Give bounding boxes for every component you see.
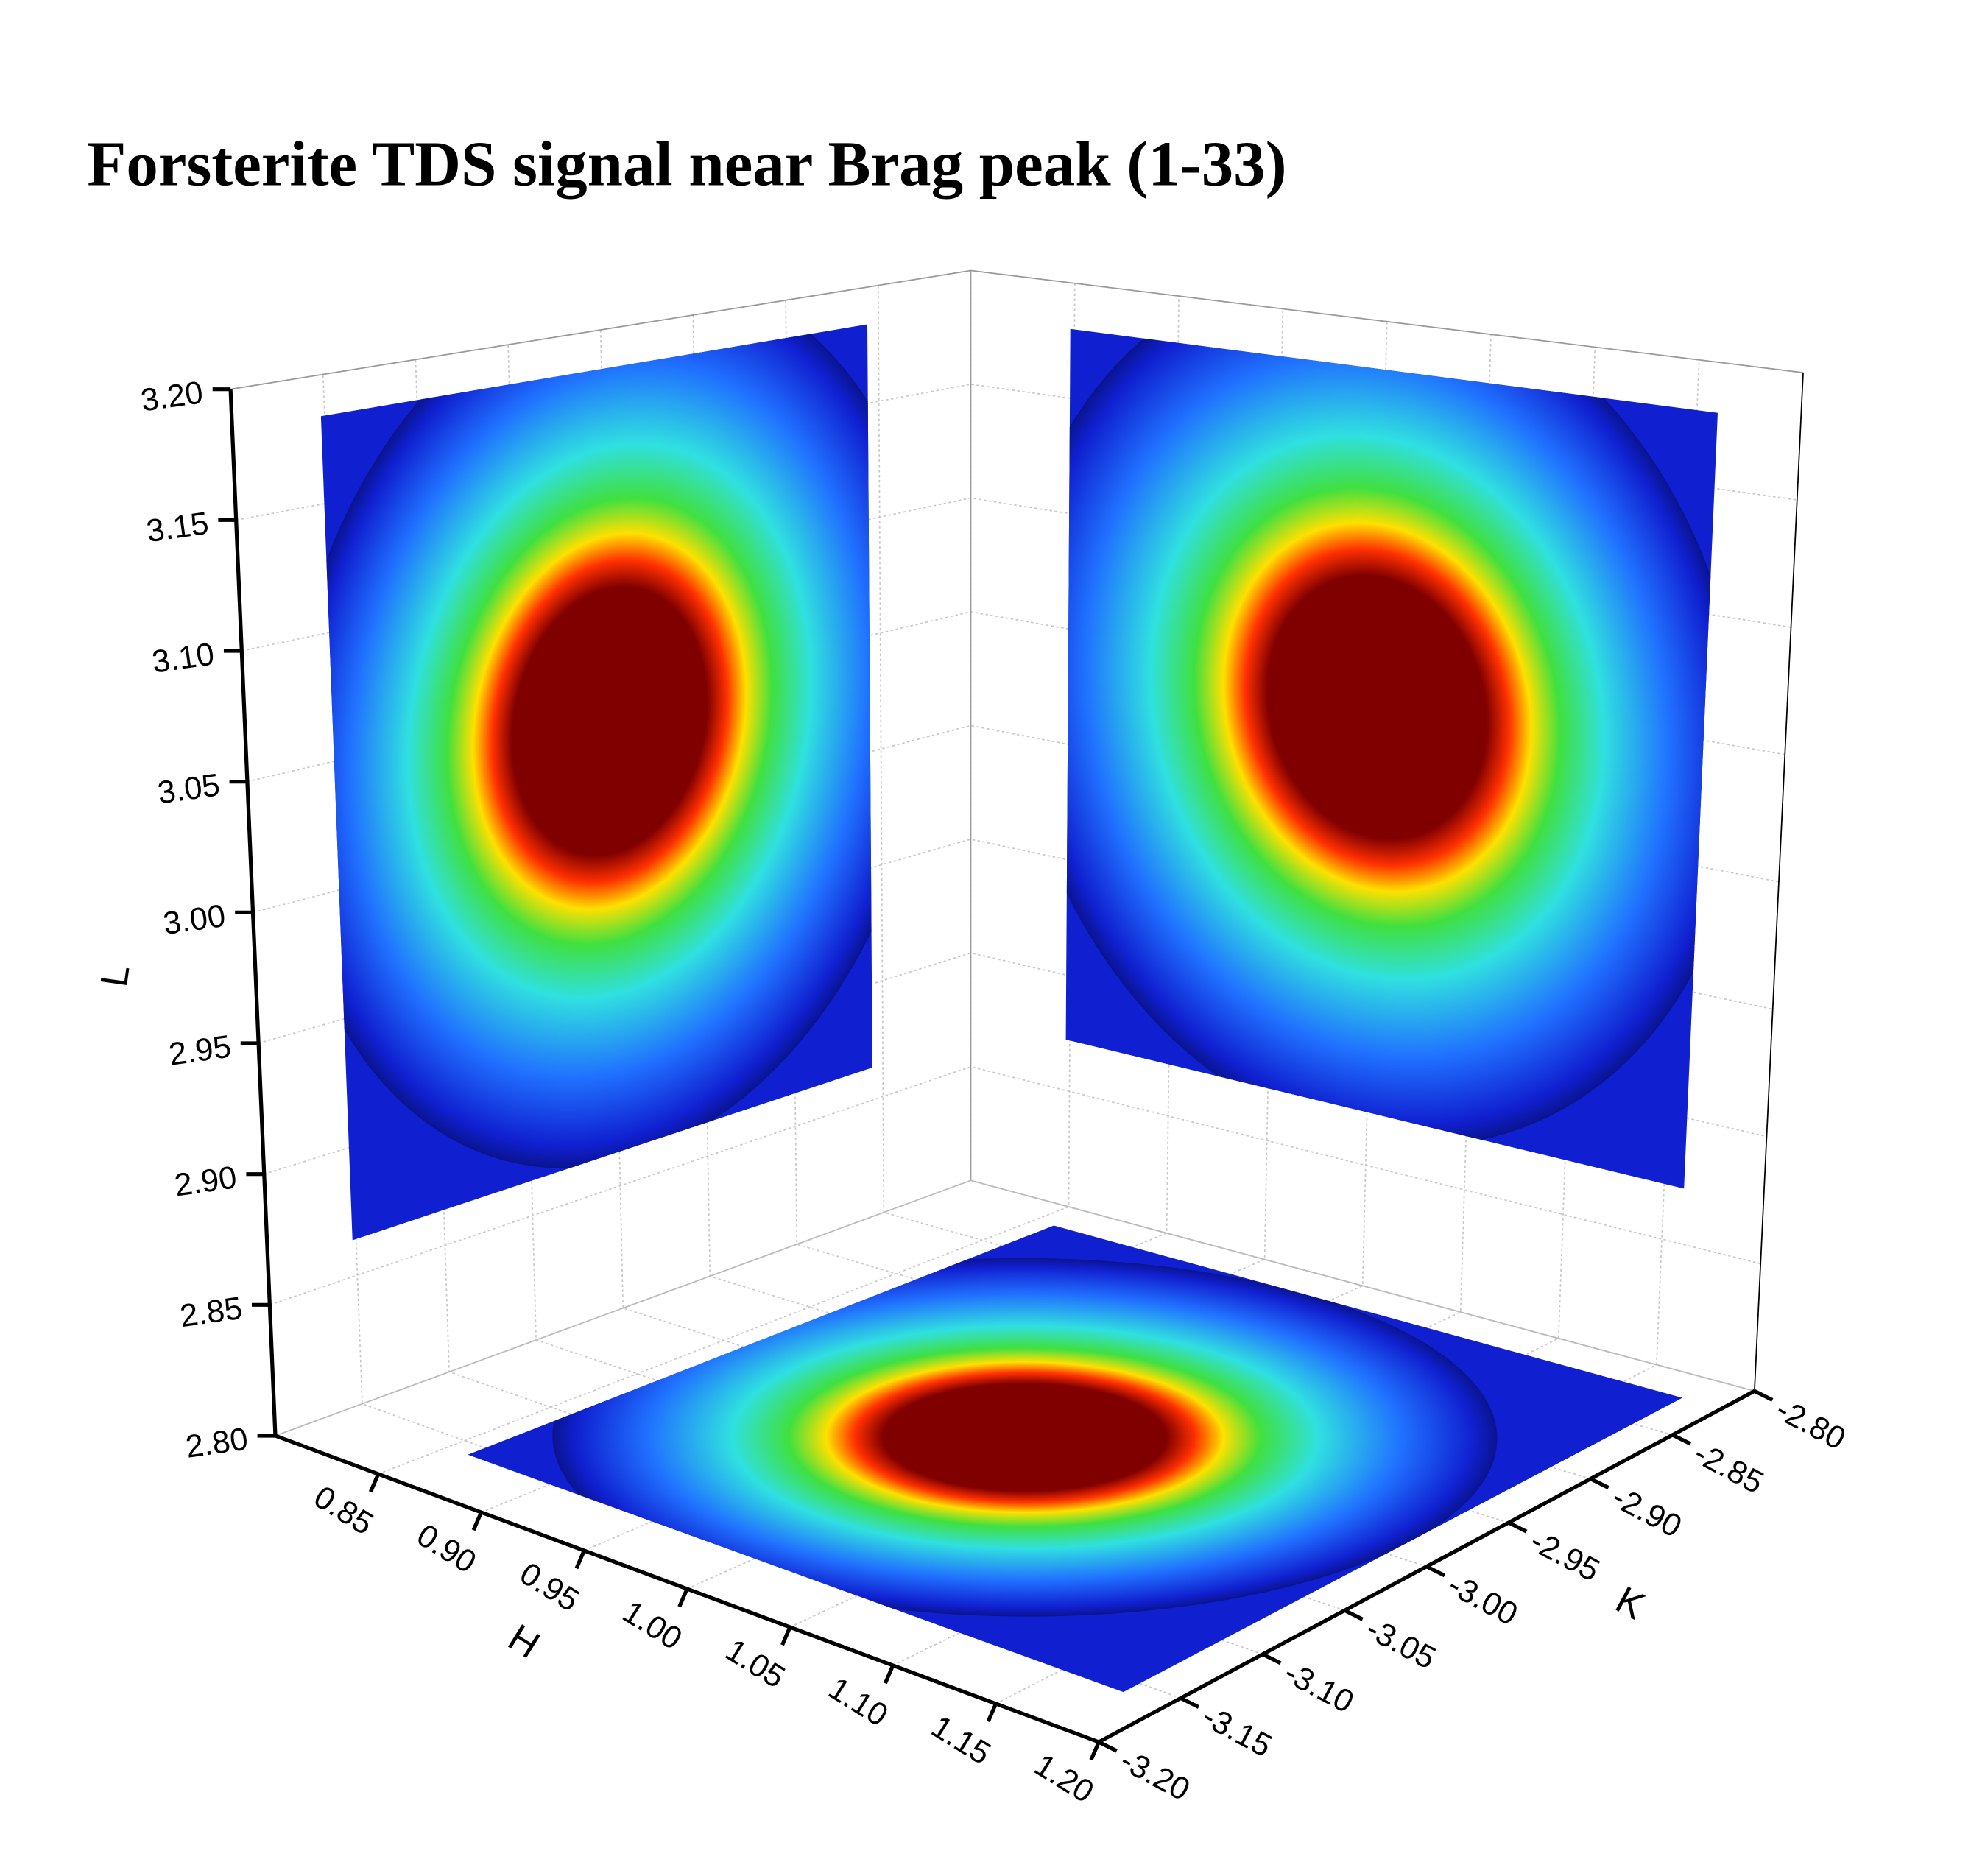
tick-mark bbox=[1089, 1741, 1101, 1761]
tick-mark bbox=[1753, 1389, 1774, 1402]
z-tick-label: 2.80 bbox=[183, 1422, 250, 1465]
x-tick-label: 1.00 bbox=[616, 1594, 688, 1657]
z-tick-label: 3.10 bbox=[150, 637, 216, 680]
z-axis-label: L bbox=[93, 962, 138, 990]
y-tick-label: -3.15 bbox=[1196, 1699, 1277, 1764]
tick-mark bbox=[1507, 1520, 1528, 1534]
x-tick-label: 0.95 bbox=[513, 1556, 585, 1618]
tick-mark bbox=[986, 1702, 998, 1723]
tick-mark bbox=[1344, 1608, 1364, 1621]
tick-mark bbox=[1671, 1433, 1692, 1446]
z-tick-label: 2.90 bbox=[172, 1160, 239, 1203]
y-tick-label: -3.10 bbox=[1278, 1655, 1359, 1721]
grid-line bbox=[230, 269, 1804, 390]
grid-line bbox=[269, 1065, 1761, 1306]
z-tick-label: 3.15 bbox=[144, 506, 211, 549]
peak-blob bbox=[320, 324, 872, 1168]
x-tick-label: 1.15 bbox=[925, 1709, 997, 1771]
z-tick-label: 2.85 bbox=[178, 1291, 244, 1334]
tick-mark bbox=[883, 1664, 895, 1685]
tick-mark bbox=[368, 1473, 381, 1493]
box-edge bbox=[1754, 373, 1804, 1392]
tick-mark bbox=[1098, 1740, 1118, 1753]
box-edge bbox=[275, 1179, 1755, 1436]
y-axis-label: K bbox=[1609, 1579, 1651, 1629]
y-tick-label: -2.95 bbox=[1524, 1523, 1605, 1589]
y-tick-label: -2.85 bbox=[1688, 1436, 1769, 1501]
z-tick-label: 3.00 bbox=[161, 898, 228, 942]
x-tick-label: 0.90 bbox=[411, 1517, 482, 1580]
peak-blob bbox=[1065, 328, 1718, 1146]
z-tick-label: 2.95 bbox=[166, 1029, 233, 1073]
x-axis-label: H bbox=[501, 1616, 547, 1667]
tick-mark bbox=[780, 1626, 792, 1646]
tick-mark bbox=[1261, 1652, 1282, 1665]
x-tick-label: 1.05 bbox=[719, 1632, 791, 1695]
tick-mark bbox=[677, 1587, 689, 1608]
y-tick-label: -3.20 bbox=[1115, 1743, 1196, 1808]
tick-mark bbox=[471, 1511, 483, 1531]
y-tick-label: -3.00 bbox=[1442, 1568, 1523, 1633]
tick-mark bbox=[1590, 1477, 1609, 1489]
y-tick-label: -2.90 bbox=[1606, 1479, 1687, 1545]
y-tick-label: -3.05 bbox=[1361, 1611, 1442, 1676]
tick-mark bbox=[1180, 1696, 1200, 1709]
x-tick-label: 1.20 bbox=[1028, 1747, 1099, 1810]
x-tick-label: 1.10 bbox=[822, 1671, 894, 1733]
box-edge bbox=[230, 269, 1804, 390]
x-tick-label: 0.85 bbox=[308, 1479, 379, 1542]
y-tick-label: -2.80 bbox=[1770, 1392, 1851, 1457]
chart-title: Forsterite TDS signal near Brag peak (1-… bbox=[87, 128, 1286, 199]
peak-blob bbox=[552, 1258, 1498, 1617]
z-tick-label: 3.20 bbox=[138, 375, 205, 418]
tick-mark bbox=[574, 1549, 586, 1570]
z-tick-label: 3.05 bbox=[155, 767, 222, 811]
tick-mark bbox=[1425, 1565, 1446, 1578]
